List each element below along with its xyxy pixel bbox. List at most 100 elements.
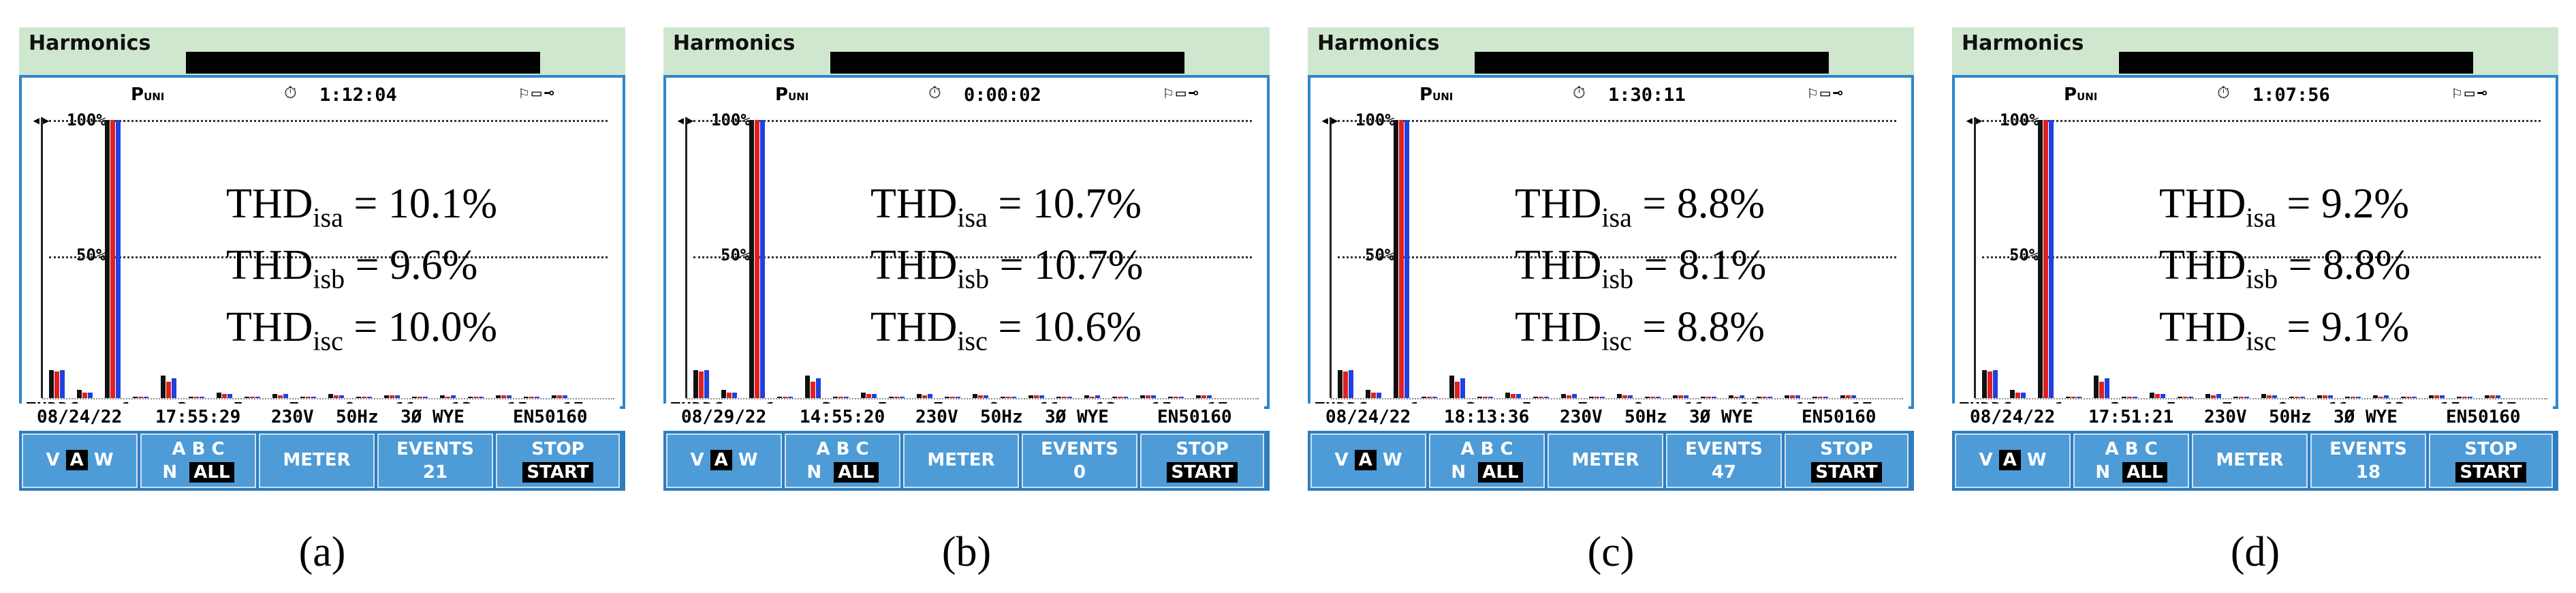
harmonic-bar	[1095, 395, 1100, 398]
meter-softkey[interactable]: METER	[1548, 434, 1663, 488]
harmonic-bar	[1595, 396, 1599, 398]
harmonic-bar	[833, 396, 838, 398]
harmonic-bar	[60, 370, 65, 398]
harmonic-bar	[161, 376, 166, 398]
nominal-frequency: 50Hz	[336, 407, 379, 427]
harmonic-bar	[1477, 396, 1482, 398]
harmonic-bar	[704, 370, 709, 398]
harmonic-bar	[384, 395, 389, 398]
harmonic-bar	[1684, 395, 1688, 398]
panel-caption: (c)	[1587, 529, 1635, 575]
harmonic-bar	[1343, 371, 1348, 398]
harmonic-bar	[2038, 120, 2043, 398]
phase-select-softkey[interactable]: A B C N ALL	[2073, 434, 2189, 488]
stop-start-softkey[interactable]: STOP START	[1140, 434, 1264, 488]
meter-softkey[interactable]: METER	[2192, 434, 2308, 488]
spectrum-baseline	[1975, 398, 2547, 399]
cursor-line[interactable]	[1974, 117, 1976, 398]
harmonic-bar	[894, 396, 899, 398]
harmonic-bar	[418, 396, 422, 398]
harmonic-bar	[2216, 393, 2221, 398]
meter-softkey[interactable]: METER	[903, 434, 1019, 488]
vaw-softkey[interactable]: V A W	[666, 434, 782, 488]
harmonic-bar	[339, 395, 344, 398]
thd-phase-a: THDisa = 8.8%	[1515, 181, 1765, 233]
meter-screenshot-panel: Harmonics A THD 9.2%f A K 1.2 PUNI ⏱ 1:0…	[1952, 27, 2558, 515]
harmonic-bar	[451, 395, 456, 398]
vaw-softkey[interactable]: V A W	[1310, 434, 1426, 488]
harmonics-display: PUNI ⏱ 1:30:11 ⚐▭⊸ ◂▸ 100% 50% THDisa = …	[1308, 75, 1914, 420]
harmonic-bar	[1028, 395, 1033, 398]
harmonic-bar	[2161, 393, 2165, 398]
cursor-line[interactable]	[41, 117, 43, 398]
wiring-config: 3Ø WYE	[2334, 407, 2398, 427]
harmonic-bar	[1790, 395, 1795, 398]
thd-phase-c: THDisc = 10.0%	[226, 303, 497, 356]
stop-start-softkey[interactable]: STOP START	[496, 434, 620, 488]
harmonic-bar	[2021, 392, 2026, 398]
power-unit-label: PUNI	[775, 85, 809, 105]
events-softkey[interactable]: EVENTS 0	[1022, 434, 1137, 488]
events-softkey[interactable]: EVENTS 47	[1666, 434, 1782, 488]
phase-select-softkey[interactable]: A B C N ALL	[1429, 434, 1545, 488]
vaw-softkey[interactable]: V A W	[22, 434, 138, 488]
harmonic-bar	[2323, 395, 2327, 398]
harmonic-bar	[1982, 369, 1987, 398]
cursor-line[interactable]	[1330, 117, 1332, 398]
standard: EN50160	[1802, 407, 1876, 427]
harmonic-bar	[1001, 396, 1005, 398]
harmonic-bar	[1561, 393, 1566, 398]
harmonic-bar	[1449, 376, 1454, 398]
harmonic-bar	[1349, 370, 1353, 398]
cursor-line[interactable]	[685, 117, 687, 398]
harmonic-bar	[1201, 395, 1206, 398]
harmonic-bar	[2328, 395, 2333, 398]
title-bar: Harmonics A THD 10.7%f A K 3.5	[663, 27, 1270, 117]
harmonic-bar	[956, 396, 960, 398]
y-axis-50-label: 50%	[1365, 245, 1395, 264]
panel-caption: (a)	[298, 529, 346, 575]
meter-screenshot-panel: Harmonics A THD 8.8%f A K 1.2 PUNI ⏱ 1:3…	[1308, 27, 1914, 515]
harmonic-bar	[255, 396, 260, 398]
meter-softkey[interactable]: METER	[259, 434, 375, 488]
plug-icon: ⊸	[2477, 83, 2490, 102]
harmonic-bar	[1366, 389, 1370, 398]
harmonic-bar	[1151, 395, 1156, 398]
harmonic-bar	[278, 395, 283, 398]
gridline-50	[1982, 256, 2541, 258]
harmonic-bar	[760, 120, 765, 398]
harmonic-bar	[1394, 120, 1398, 398]
harmonic-bar	[1840, 395, 1845, 398]
harmonic-bar	[922, 395, 927, 398]
vaw-softkey[interactable]: V A W	[1955, 434, 2071, 488]
stop-start-softkey[interactable]: STOP START	[2429, 434, 2553, 488]
harmonic-bar	[328, 393, 333, 398]
harmonic-bar	[2105, 378, 2109, 398]
harmonic-bar	[507, 395, 512, 398]
harmonic-bar	[2345, 396, 2350, 398]
harmonic-bar	[2267, 395, 2272, 398]
events-softkey[interactable]: EVENTS 18	[2310, 434, 2426, 488]
status-footer: 08/24/22 17:51:21 230V 50Hz 3Ø WYE EN501…	[1952, 404, 2553, 431]
stop-start-softkey[interactable]: STOP START	[1785, 434, 1909, 488]
harmonic-bar	[1988, 371, 1992, 398]
phase-select-softkey[interactable]: A B C N ALL	[785, 434, 900, 488]
harmonic-bar	[1757, 396, 1761, 398]
title-bar: Harmonics A THD 9.2%f A K 1.2	[1952, 27, 2558, 117]
harmonic-bar	[1123, 396, 1128, 398]
thd-annotation: THDisa = 10.7% THDisb = 10.7% THDisc = 1…	[870, 180, 1143, 365]
harmonic-bar	[2122, 396, 2126, 398]
harmonic-bar	[1701, 396, 1706, 398]
harmonic-bar	[2261, 393, 2266, 398]
harmonic-bar	[133, 396, 138, 398]
harmonic-bar	[110, 120, 115, 398]
meter-screenshot-panel: Harmonics A THD 10.1%f A K 1.2 PUNI ⏱ 1:…	[19, 27, 625, 515]
harmonic-bar	[1712, 396, 1716, 398]
harmonic-bar	[1785, 395, 1789, 398]
phase-select-softkey[interactable]: A B C N ALL	[140, 434, 256, 488]
wiring-config: 3Ø WYE	[1689, 407, 1753, 427]
events-softkey[interactable]: EVENTS 21	[377, 434, 493, 488]
harmonic-bar	[866, 393, 871, 398]
harmonic-bar	[2412, 396, 2417, 398]
harmonic-bar	[1338, 369, 1342, 398]
